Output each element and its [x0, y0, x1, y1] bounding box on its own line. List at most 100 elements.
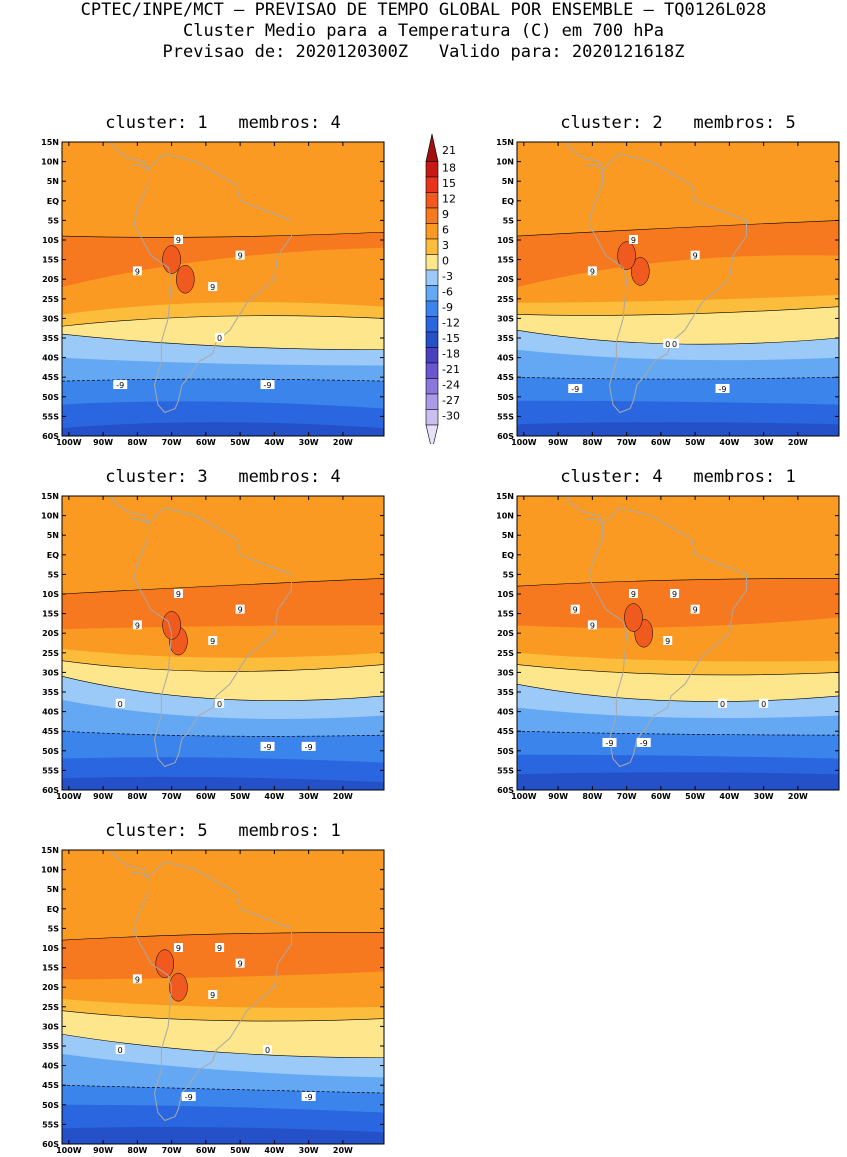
longitude-tick-label: 30W [754, 792, 774, 801]
longitude-tick-label: 50W [685, 792, 705, 801]
latitude-tick-label: 40S [42, 1062, 59, 1071]
latitude-tick-label: 50S [42, 1101, 59, 1110]
contour-label-bg [568, 383, 583, 393]
colorbar-segment [425, 378, 439, 395]
longitude-tick-label: 80W [127, 438, 147, 447]
temperature-band-6 [62, 850, 384, 942]
contour-line [62, 932, 384, 941]
contour-label: 9 [665, 637, 670, 646]
contour-label: 0 [720, 700, 725, 709]
latitude-tick-label: 50S [42, 747, 59, 756]
contour-label-bg [301, 1091, 316, 1101]
contour-label: -9 [605, 739, 613, 748]
continent-outline [588, 153, 748, 414]
latitude-tick-label: 45S [42, 727, 59, 736]
colorbar-label: -30 [442, 410, 460, 423]
latitude-tick-label: 5N [502, 531, 514, 540]
latitude-tick-label: 10S [497, 236, 514, 245]
latitude-tick-label: 50S [497, 393, 514, 402]
longitude-tick-label: 70W [162, 438, 182, 447]
longitude-tick-label: 90W [93, 1146, 113, 1155]
latitude-tick-label: 5N [47, 177, 59, 186]
latitude-tick-label: 25S [497, 295, 514, 304]
central-america-outline [109, 496, 149, 525]
longitude-tick-label: 80W [127, 792, 147, 801]
latitude-tick-label: 25S [42, 1003, 59, 1012]
contour-label: -9 [305, 743, 313, 752]
panel-1-title: cluster: 1 membros: 4 [105, 113, 341, 133]
contour-label-bg [260, 380, 275, 390]
contour-label-bg [173, 943, 183, 952]
longitude-tick-label: 50W [230, 1146, 250, 1155]
latitude-tick-label: 55S [42, 1120, 59, 1129]
central-america-outline [109, 850, 149, 879]
colorbar-label: -18 [442, 348, 460, 361]
contour-label-bg [181, 1091, 196, 1101]
longitude-tick-label: 40W [264, 792, 284, 801]
latitude-tick-label: 55S [42, 766, 59, 775]
temperature-band-m9 [62, 379, 384, 410]
contour-label: 9 [176, 944, 181, 953]
contour-line [62, 676, 384, 701]
contour-label: 9 [631, 236, 636, 245]
latitude-tick-label: 25S [42, 649, 59, 658]
latitude-tick-label: 15N [41, 492, 59, 501]
longitude-tick-label: 30W [754, 438, 774, 447]
longitude-tick-label: 40W [719, 792, 739, 801]
latitude-tick-label: 45S [42, 1081, 59, 1090]
colorbar-label: 15 [442, 177, 456, 190]
temperature-band-9 [62, 578, 384, 634]
contour-label-bg [235, 958, 245, 968]
panel-3-title: cluster: 3 membros: 4 [105, 467, 341, 487]
latitude-tick-label: 15S [497, 256, 514, 265]
longitude-tick-label: 20W [333, 792, 353, 801]
longitude-tick-label: 80W [127, 1146, 147, 1155]
longitude-tick-label: 50W [685, 438, 705, 447]
latitude-tick-label: 60S [497, 786, 514, 795]
latitude-tick-label: 55S [42, 412, 59, 421]
contour-label: 9 [238, 252, 243, 261]
continent-outline [133, 153, 293, 414]
longitude-tick-label: 50W [230, 438, 250, 447]
longitude-tick-label: 30W [299, 792, 319, 801]
contour-label-bg [690, 604, 700, 614]
longitude-tick-label: 40W [264, 438, 284, 447]
temperature-band-9 [62, 932, 384, 985]
temperature-band-m15 [517, 422, 839, 436]
colorbar-segment [425, 300, 439, 317]
contour-label-bg [263, 1044, 273, 1054]
contour-label-bg [628, 235, 638, 244]
temperature-band-m15 [62, 1126, 384, 1144]
contour-label-bg [215, 333, 225, 342]
latitude-tick-label: 5N [47, 885, 59, 894]
latitude-tick-label: 35S [497, 688, 514, 697]
colorbar-label: 6 [442, 224, 449, 237]
longitude-tick-label: 100W [511, 438, 537, 447]
longitude-tick-label: 70W [617, 438, 637, 447]
map-frame [61, 141, 385, 437]
latitude-tick-label: 5N [47, 531, 59, 540]
latitude-tick-label: 15S [42, 964, 59, 973]
contour-label-bg [235, 250, 245, 260]
contour-label: 9 [135, 267, 140, 276]
contour-label: 9 [217, 944, 222, 953]
longitude-tick-label: 100W [56, 792, 82, 801]
latitude-tick-label: 10S [42, 236, 59, 245]
latitude-tick-label: 30S [497, 314, 514, 323]
contour-label-bg [690, 250, 700, 260]
warm-core-region [176, 264, 195, 294]
colorbar-label: 3 [442, 239, 449, 252]
colorbar-segment [425, 133, 439, 162]
latitude-tick-label: 10S [42, 944, 59, 953]
latitude-tick-label: 30S [42, 1022, 59, 1031]
longitude-tick-label: 100W [56, 1146, 82, 1155]
latitude-tick-label: 15S [497, 610, 514, 619]
contour-label-bg [636, 737, 651, 747]
contour-label: 0 [265, 1046, 270, 1055]
temperature-band-9 [517, 220, 839, 288]
colorbar-segment [425, 238, 439, 255]
colorbar-label: 21 [442, 144, 456, 157]
warm-core-region [169, 972, 188, 1002]
warm-core-region [617, 241, 636, 270]
latitude-tick-label: EQ [502, 551, 514, 560]
